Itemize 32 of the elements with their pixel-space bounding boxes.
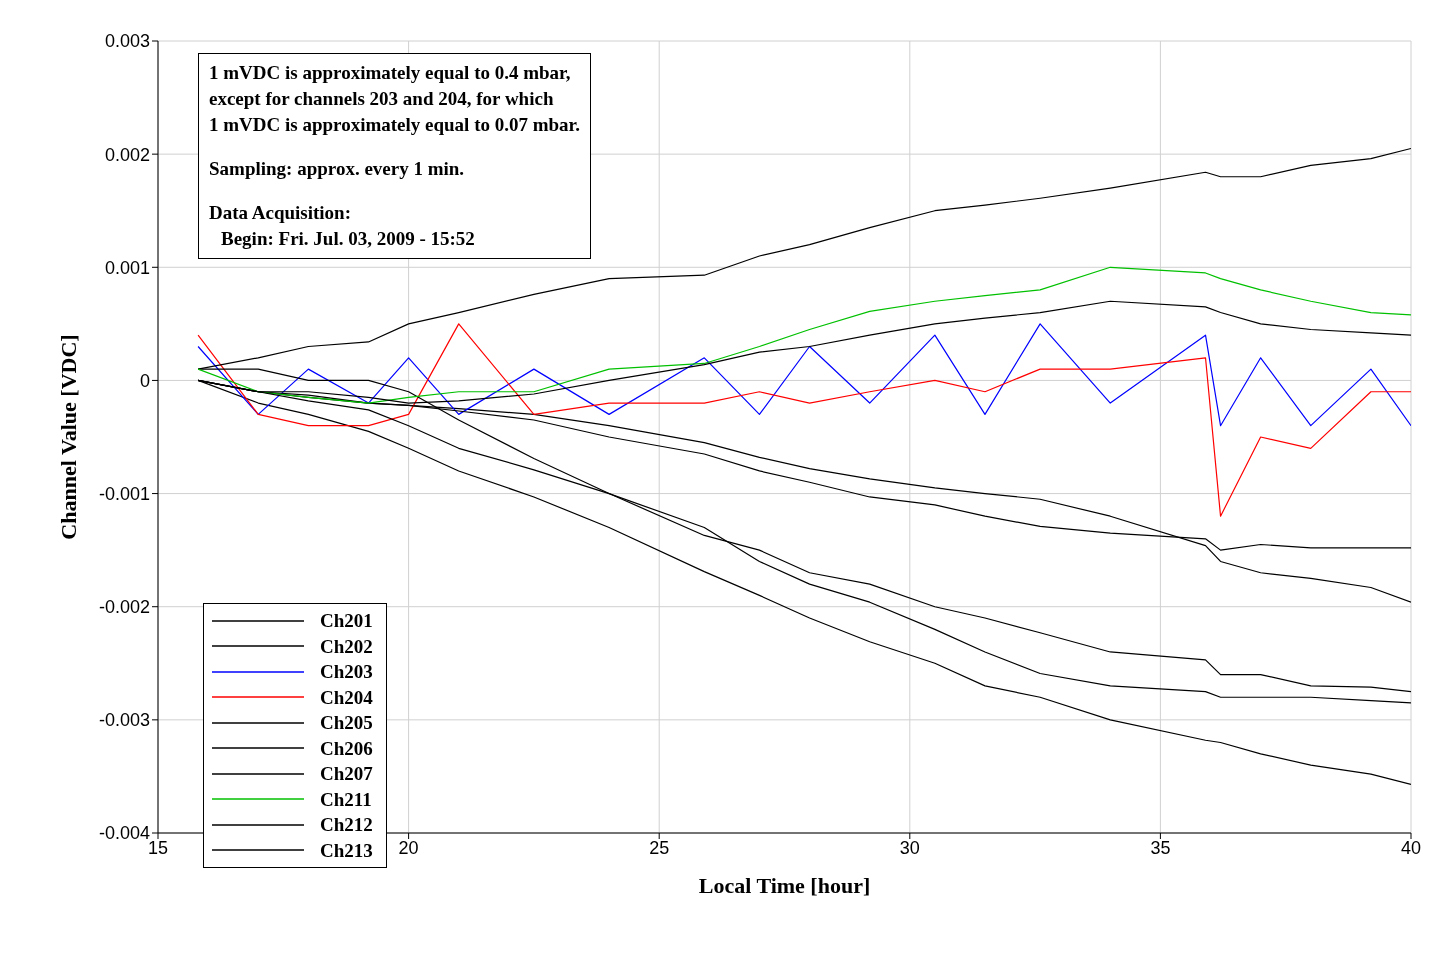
x-tick-label: 35 (1150, 837, 1171, 858)
legend-label: Ch205 (320, 711, 373, 735)
legend-label: Ch207 (320, 762, 373, 786)
x-axis-title: Local Time [hour] (698, 873, 871, 898)
annotation: except for channels 203 and 204, for which (209, 87, 555, 111)
legend-label: Ch202 (320, 634, 373, 659)
annotation: Begin: Fri. Jul. 03, 2009 - 15:52 (220, 227, 476, 251)
y-tick-label: -0.003 (98, 710, 150, 731)
legend-label: Ch201 (320, 609, 373, 633)
y-tick-label: 0.003 (104, 31, 150, 52)
y-tick-label: 0 (139, 370, 150, 391)
annotation: 1 mVDC is approximately equal to 0.4 mbar, (209, 61, 572, 85)
legend-label: Ch211 (320, 787, 372, 812)
annotation: 1 mVDC is approximately equal to 0.07 mbar. (209, 113, 581, 137)
y-tick-label: 0.002 (104, 144, 150, 165)
legend-label: Ch203 (320, 660, 373, 684)
x-tick-label: 25 (649, 837, 670, 858)
y-tick-label: -0.004 (98, 823, 150, 844)
legend-label: Ch212 (320, 813, 373, 837)
x-tick-label: 40 (1400, 837, 1422, 858)
legend-label: Ch206 (320, 736, 373, 761)
legend-label: Ch213 (320, 838, 373, 863)
x-tick-label: 15 (147, 837, 169, 858)
x-tick-label: 30 (899, 837, 920, 858)
y-tick-label: 0.001 (104, 257, 150, 278)
legend-label: Ch204 (320, 685, 373, 710)
y-axis-title: Channel Value [VDC] (55, 334, 81, 540)
y-tick-label: -0.001 (98, 483, 150, 504)
annotation: Sampling: approx. every 1 min. (209, 157, 466, 181)
y-tick-label: -0.002 (98, 597, 150, 618)
x-tick-label: 20 (398, 837, 419, 858)
annotation: Data Acquisition: (209, 201, 352, 225)
